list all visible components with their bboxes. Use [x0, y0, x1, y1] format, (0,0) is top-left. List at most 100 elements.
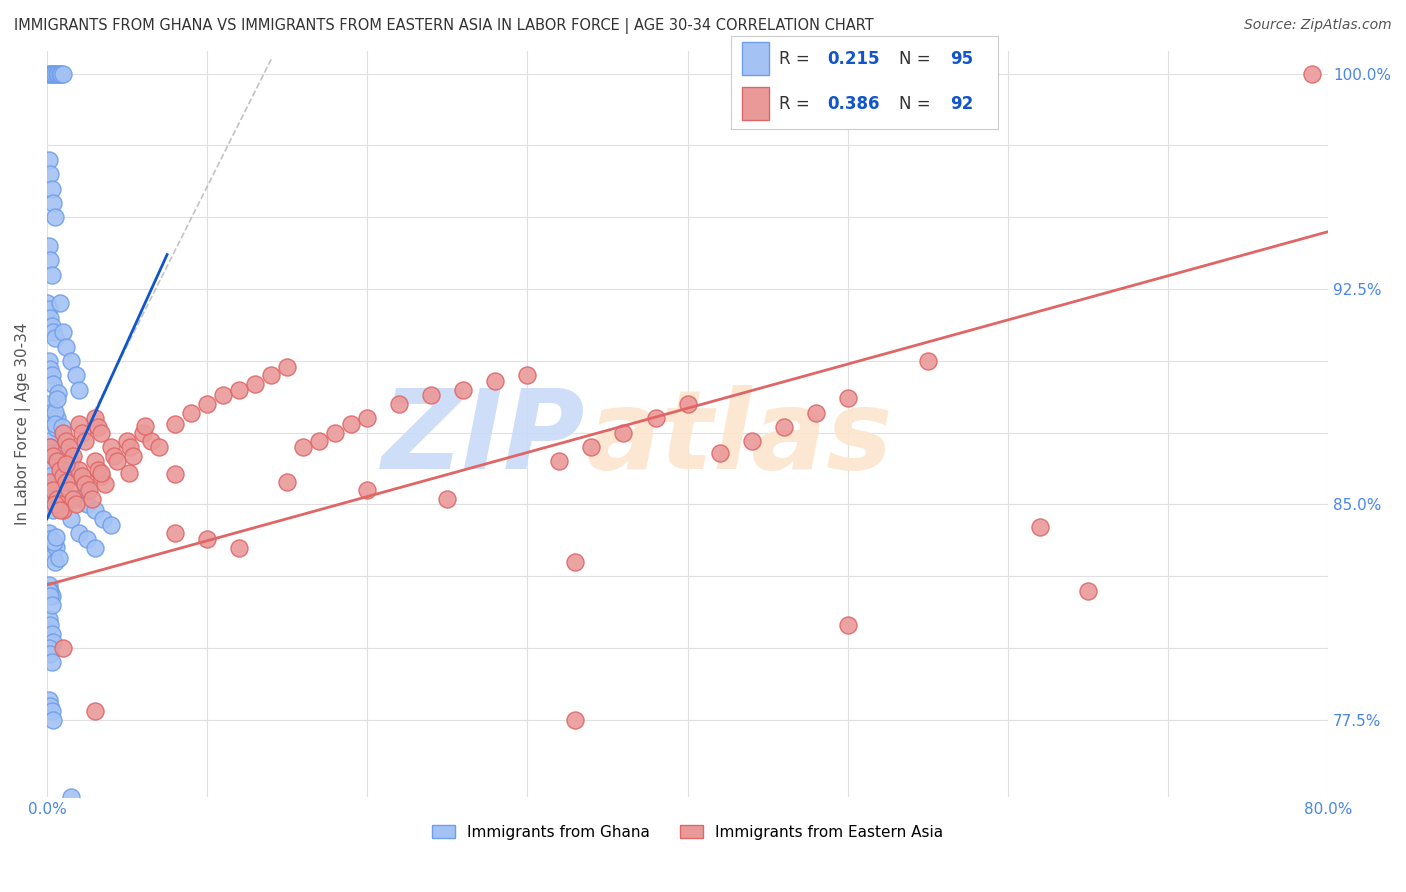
Point: [165, 417, 187, 431]
Point: [41, 67, 63, 81]
Point: [356, 411, 378, 425]
Text: 0.386: 0.386: [827, 95, 880, 112]
Point: [55, 457, 77, 471]
Point: [195, 532, 218, 546]
Point: [87, 463, 110, 477]
Point: [80, 491, 103, 506]
Point: [39, 310, 62, 325]
Point: [90, 468, 112, 483]
Point: [45, 530, 67, 544]
Point: [59, 454, 82, 468]
Point: [42, 549, 65, 564]
Point: [564, 555, 586, 569]
Point: [163, 467, 186, 481]
Point: [67, 417, 90, 431]
Point: [52, 468, 75, 483]
Point: [132, 425, 155, 440]
Point: [46, 386, 69, 401]
Point: [38, 578, 60, 592]
Point: [45, 540, 67, 554]
Point: [804, 406, 827, 420]
Point: [212, 388, 235, 402]
Point: [52, 325, 75, 339]
Point: [41, 411, 63, 425]
Text: R =: R =: [779, 50, 815, 68]
Point: [51, 420, 73, 434]
Point: [42, 67, 65, 81]
Point: [35, 296, 58, 310]
Point: [46, 67, 69, 81]
Point: [39, 440, 62, 454]
Point: [49, 444, 72, 458]
Point: [42, 534, 65, 549]
Point: [38, 583, 60, 598]
Point: [44, 331, 66, 345]
Point: [59, 354, 82, 368]
Point: [41, 368, 63, 383]
Point: [41, 319, 63, 334]
Point: [41, 598, 63, 612]
Point: [67, 463, 90, 477]
Point: [51, 475, 73, 490]
Text: ZIP: ZIP: [381, 385, 585, 492]
Point: [90, 467, 112, 481]
Point: [87, 420, 110, 434]
Point: [76, 483, 98, 497]
Point: [84, 454, 107, 468]
Point: [42, 325, 65, 339]
Point: [48, 551, 70, 566]
Point: [548, 454, 571, 468]
Point: [44, 555, 66, 569]
Point: [44, 405, 66, 419]
Point: [39, 468, 62, 483]
Point: [39, 362, 62, 376]
Point: [356, 483, 378, 497]
Point: [75, 434, 97, 449]
Point: [39, 491, 62, 506]
Point: [41, 626, 63, 640]
Point: [62, 491, 84, 506]
Point: [41, 498, 63, 512]
Point: [93, 477, 115, 491]
Point: [65, 368, 87, 383]
Point: [45, 491, 67, 506]
Point: [38, 153, 60, 167]
Point: [195, 397, 218, 411]
Point: [100, 440, 122, 454]
Point: [581, 440, 603, 454]
Point: [70, 425, 93, 440]
Point: [67, 383, 90, 397]
Point: [52, 440, 75, 454]
Point: [39, 67, 62, 81]
Point: [55, 339, 77, 353]
Point: [49, 463, 72, 477]
Point: [51, 67, 73, 81]
Point: [39, 167, 62, 181]
Point: [42, 503, 65, 517]
Point: [41, 541, 63, 555]
Point: [41, 704, 63, 718]
Point: [39, 440, 62, 454]
Point: [55, 434, 77, 449]
Point: [107, 454, 129, 468]
Point: [84, 503, 107, 517]
Point: [38, 397, 60, 411]
Point: [70, 468, 93, 483]
Point: [46, 411, 69, 425]
Point: [38, 693, 60, 707]
Point: [39, 406, 62, 420]
Point: [644, 411, 666, 425]
Point: [276, 359, 298, 374]
Point: [49, 503, 72, 517]
Point: [42, 376, 65, 391]
Point: [42, 713, 65, 727]
Point: [340, 417, 363, 431]
Point: [612, 425, 634, 440]
Point: [228, 383, 250, 397]
Point: [453, 383, 475, 397]
Point: [67, 526, 90, 541]
Point: [41, 656, 63, 670]
Point: [38, 526, 60, 541]
Point: [58, 483, 80, 497]
Point: [67, 468, 90, 483]
